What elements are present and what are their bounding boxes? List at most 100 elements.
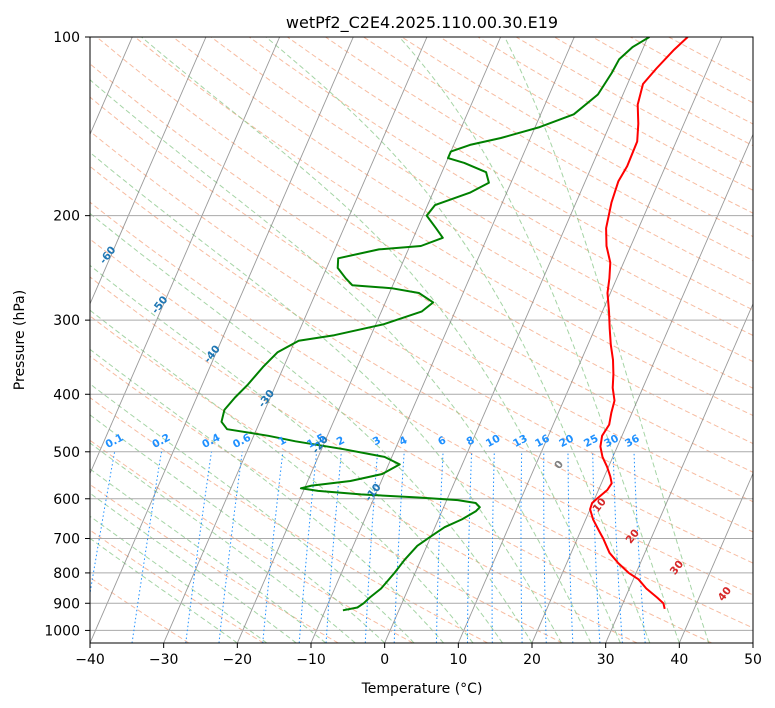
dry-adiabat-line bbox=[90, 130, 753, 533]
isotherm-line bbox=[678, 472, 753, 643]
isotherms bbox=[90, 37, 753, 643]
moist-adiabat-line bbox=[265, 37, 651, 643]
isotherm-line bbox=[457, 37, 723, 643]
moist-adiabats bbox=[90, 37, 710, 643]
x-axis-label: Temperature (°C) bbox=[361, 681, 483, 697]
y-tick-label: 900 bbox=[53, 596, 80, 612]
x-tick-label: 10 bbox=[449, 652, 467, 668]
dry-adiabat-line bbox=[172, 37, 753, 389]
dry-adiabat-line bbox=[439, 37, 753, 214]
moist-adiabat-line bbox=[141, 37, 621, 643]
isotherm-line bbox=[310, 37, 575, 643]
mixing-ratio-label: 13 bbox=[511, 433, 530, 450]
x-tick-label: 20 bbox=[523, 652, 541, 668]
isotherm-line bbox=[236, 37, 502, 643]
moist-adiabat-line bbox=[90, 79, 592, 643]
dry-adiabat-line bbox=[248, 37, 753, 336]
mixing-ratio-label: 3 bbox=[371, 434, 383, 448]
mixing-ratio-label: 0.6 bbox=[231, 432, 253, 451]
moist-adiabat-line bbox=[90, 383, 415, 643]
dry-adiabat-line bbox=[90, 276, 712, 643]
x-axis: −40 −30 −20 −10 0 10 20 30 40 50 bbox=[75, 643, 762, 668]
isotherm-line bbox=[90, 37, 354, 643]
moist-adiabat-line bbox=[90, 414, 386, 643]
mixing-ratio-line bbox=[131, 451, 162, 643]
moist-adiabat-label: 40 bbox=[716, 585, 734, 604]
y-tick-label: 500 bbox=[53, 445, 80, 461]
mixing-ratio-line bbox=[185, 451, 212, 643]
isobars bbox=[90, 37, 753, 631]
moist-adiabat-line bbox=[90, 264, 503, 643]
moist-adiabat-line bbox=[90, 468, 327, 643]
dry-adiabat-line bbox=[90, 483, 339, 643]
moist-adiabat-line bbox=[90, 537, 238, 643]
dry-adiabat-line bbox=[554, 37, 753, 147]
plot-frame bbox=[89, 36, 754, 644]
x-tick-label: 40 bbox=[670, 652, 688, 668]
mixing-ratio-line bbox=[633, 451, 646, 643]
mixing-ratio-label: 10 bbox=[484, 433, 503, 450]
moist-adiabat-line bbox=[504, 37, 710, 643]
background-line-labels: -100-90-80-70-60-50-40-30-20-10010203040… bbox=[0, 153, 734, 604]
isotherm-line bbox=[90, 37, 207, 306]
x-tick-label: 0 bbox=[380, 652, 389, 668]
isotherm-line bbox=[384, 37, 649, 643]
dry-adiabat-line bbox=[210, 37, 753, 363]
y-tick-label: 200 bbox=[53, 209, 80, 225]
dry-adiabat-line bbox=[363, 37, 753, 262]
dry-adiabat-line bbox=[90, 238, 753, 629]
x-tick-label: −20 bbox=[223, 652, 253, 668]
isotherm-line bbox=[163, 37, 428, 643]
isotherm-line bbox=[531, 133, 753, 643]
mixing-ratio-label: 2 bbox=[335, 434, 347, 448]
dry-adiabat-label: -10 bbox=[363, 481, 384, 503]
moist-adiabat-label: 20 bbox=[624, 527, 642, 546]
mixing-ratio-label: 25 bbox=[582, 433, 601, 450]
mixing-ratio-line bbox=[567, 451, 574, 643]
mixing-ratio-line bbox=[262, 451, 284, 643]
y-axis-label: Pressure (hPa) bbox=[12, 290, 28, 390]
plot-area: -100-90-80-70-60-50-40-30-20-10010203040… bbox=[0, 37, 753, 643]
moist-adiabat-label: 30 bbox=[668, 558, 686, 577]
x-tick-label: 30 bbox=[597, 652, 615, 668]
mixing-ratio-label: 30 bbox=[602, 433, 621, 450]
dry-adiabat-label: -40 bbox=[202, 343, 223, 365]
y-tick-label: 700 bbox=[53, 532, 80, 548]
mixing-ratio-line bbox=[90, 451, 116, 597]
x-tick-label: −10 bbox=[296, 652, 326, 668]
dry-adiabat-line bbox=[90, 576, 190, 643]
y-tick-label: 300 bbox=[53, 313, 80, 329]
mixing-ratio-label: 20 bbox=[557, 433, 576, 450]
mixing-ratio-line bbox=[592, 451, 601, 643]
dry-adiabat-label: -80 bbox=[0, 153, 11, 175]
moist-adiabat-line bbox=[90, 212, 533, 643]
mixing-ratio-line bbox=[218, 451, 243, 643]
dry-adiabat-line bbox=[90, 201, 753, 596]
dry-adiabat-line bbox=[90, 396, 488, 643]
y-tick-label: 400 bbox=[53, 387, 80, 403]
x-tick-label: 50 bbox=[744, 652, 762, 668]
dry-adiabat-line bbox=[96, 37, 753, 445]
dry-adiabat-line bbox=[90, 165, 753, 564]
dry-adiabat-line bbox=[668, 37, 753, 83]
x-tick-label: −40 bbox=[75, 652, 105, 668]
isotherm-line bbox=[90, 37, 281, 475]
mixing-ratio-label: 36 bbox=[623, 433, 642, 450]
dry-adiabat-line bbox=[287, 37, 753, 311]
moist-adiabat-line bbox=[90, 515, 268, 643]
mixing-ratio-line bbox=[491, 451, 495, 643]
mixing-ratio-lines bbox=[90, 451, 646, 643]
mixing-ratio-line bbox=[393, 451, 405, 643]
mixing-ratio-line bbox=[325, 451, 342, 643]
mixing-ratio-label: 6 bbox=[436, 434, 448, 448]
dewpoint-profile-line bbox=[220, 37, 650, 612]
dry-adiabat-line bbox=[90, 96, 753, 503]
mixing-ratio-line bbox=[612, 451, 623, 643]
isotherm-line bbox=[605, 302, 753, 643]
x-tick-label: −30 bbox=[149, 652, 179, 668]
moist-adiabat-label: 0 bbox=[552, 458, 566, 471]
dry-adiabat-line bbox=[90, 529, 264, 643]
mixing-ratio-label: 0.4 bbox=[200, 432, 222, 451]
moist-adiabat-line bbox=[90, 151, 562, 643]
